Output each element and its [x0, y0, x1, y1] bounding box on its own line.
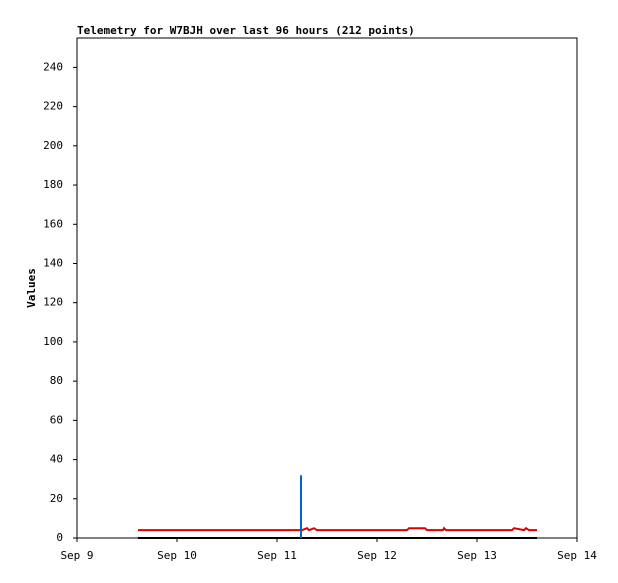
y-tick-label: 180: [43, 178, 63, 191]
y-tick-label: 120: [43, 296, 63, 309]
y-tick-label: 140: [43, 256, 63, 269]
y-tick-label: 240: [43, 60, 63, 73]
y-tick-label: 200: [43, 139, 63, 152]
y-tick-label: 100: [43, 335, 63, 348]
y-tick-label: 160: [43, 217, 63, 230]
chart-title: Telemetry for W7BJH over last 96 hours (…: [77, 24, 415, 37]
y-tick-label: 20: [50, 492, 63, 505]
x-tick-label: Sep 12: [357, 549, 397, 562]
y-tick-label: 80: [50, 374, 63, 387]
y-tick-label: 60: [50, 413, 63, 426]
x-tick-label: Sep 10: [157, 549, 197, 562]
y-tick-label: 0: [56, 531, 63, 544]
x-tick-label: Sep 13: [457, 549, 497, 562]
y-tick-label: 220: [43, 100, 63, 113]
x-tick-label: Sep 11: [257, 549, 297, 562]
y-axis-label: Values: [25, 268, 38, 308]
series-line: [138, 526, 537, 532]
y-tick-label: 40: [50, 453, 63, 466]
x-tick-label: Sep 14: [557, 549, 597, 562]
x-tick-label: Sep 9: [60, 549, 93, 562]
